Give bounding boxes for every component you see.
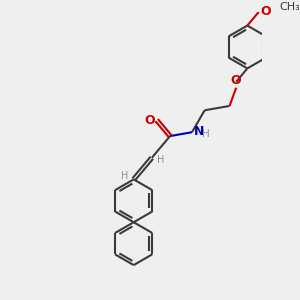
Text: N: N (194, 125, 204, 138)
Text: H: H (157, 155, 165, 165)
Text: O: O (145, 114, 155, 127)
Text: O: O (260, 5, 271, 18)
Text: CH₃: CH₃ (279, 2, 300, 12)
Text: O: O (231, 74, 242, 87)
Text: H: H (202, 129, 209, 139)
Text: H: H (121, 171, 128, 182)
